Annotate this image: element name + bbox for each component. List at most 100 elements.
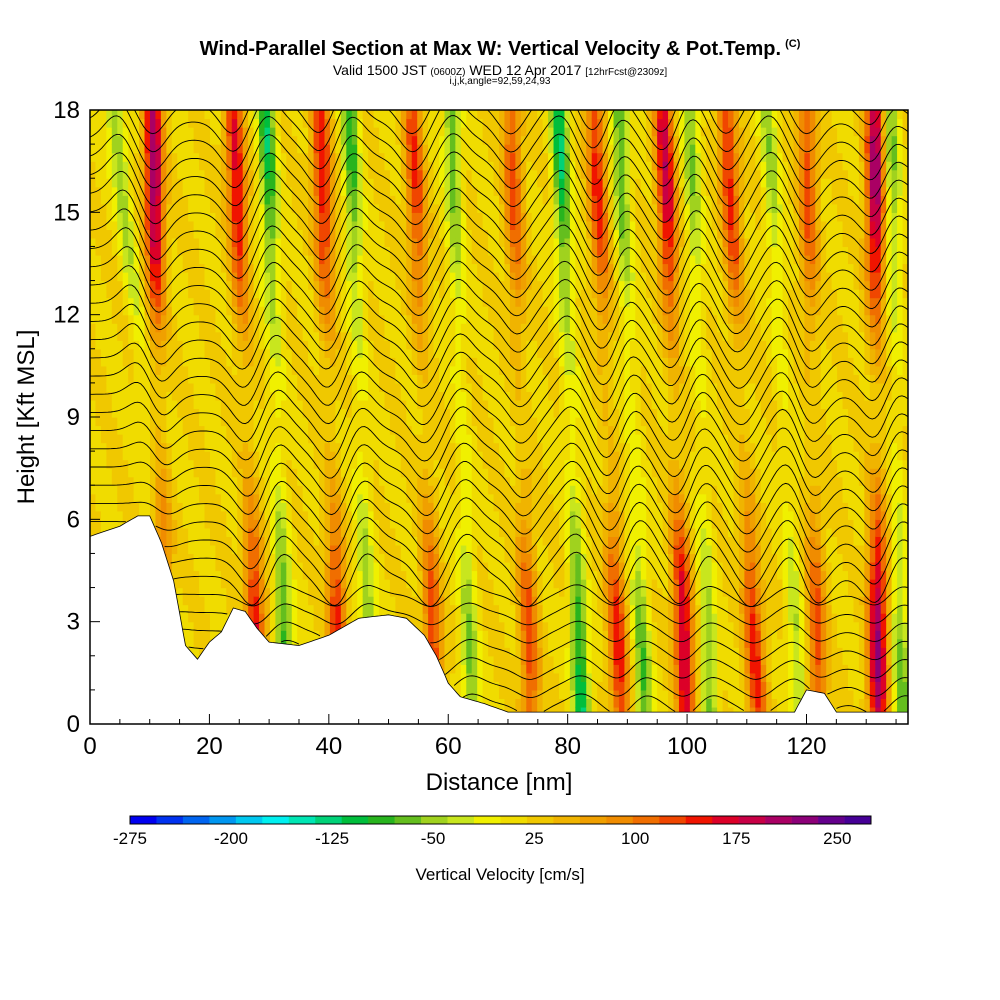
field-cell: [340, 587, 347, 597]
field-cell: [259, 613, 266, 623]
field-cell: [280, 442, 287, 452]
field-cell: [439, 203, 446, 213]
field-cell: [384, 425, 391, 435]
field-cell: [133, 272, 140, 282]
field-cell: [357, 314, 364, 324]
field-cell: [324, 110, 331, 120]
field-cell: [324, 604, 331, 614]
field-cell: [269, 110, 277, 120]
field-cell: [264, 510, 271, 520]
field-cell: [248, 519, 255, 529]
field-cell: [155, 220, 162, 230]
field-cell: [335, 161, 342, 171]
field-cell: [171, 263, 178, 273]
field-cell: [313, 451, 320, 461]
field-cell: [389, 178, 396, 188]
field-cell: [439, 348, 446, 358]
field-cell: [90, 314, 97, 324]
field-cell: [242, 596, 249, 606]
field-cell: [389, 340, 396, 350]
field-cell: [406, 468, 413, 478]
field-cell: [389, 408, 396, 418]
field-cell: [193, 510, 200, 520]
field-cell: [329, 485, 336, 495]
field-cell: [248, 186, 255, 196]
field-cell: [373, 272, 380, 282]
field-cell: [308, 161, 315, 171]
field-cell: [106, 391, 113, 401]
field-cell: [182, 510, 189, 520]
field-cell: [319, 110, 326, 120]
field-cell: [395, 587, 402, 597]
field-cell: [395, 110, 402, 120]
field-cell: [400, 357, 407, 367]
field-cell: [275, 135, 282, 145]
field-cell: [340, 536, 347, 546]
field-cell: [248, 391, 255, 401]
field-cell: [122, 306, 129, 316]
field-cell: [95, 169, 102, 179]
field-cell: [269, 178, 277, 188]
field-cell: [90, 527, 97, 537]
field-cell: [466, 681, 473, 691]
field-cell: [384, 374, 391, 384]
field-cell: [384, 476, 391, 486]
field-cell: [106, 254, 113, 265]
field-cell: [231, 280, 238, 290]
field-cell: [199, 340, 206, 350]
field-cell: [264, 579, 271, 589]
field-cell: [428, 451, 435, 461]
field-cell: [209, 374, 217, 384]
field-cell: [433, 561, 440, 572]
field-cell: [297, 374, 304, 384]
field-cell: [275, 536, 282, 546]
field-cell: [237, 561, 244, 572]
field-cell: [297, 127, 304, 137]
field-cell: [149, 212, 157, 222]
field-cell: [324, 280, 331, 290]
field-cell: [199, 297, 206, 307]
field-cell: [335, 553, 342, 563]
field-cell: [324, 331, 331, 341]
field-cell: [139, 442, 146, 452]
field-cell: [329, 110, 336, 120]
field-cell: [106, 459, 113, 469]
field-cell: [400, 553, 407, 563]
field-cell: [308, 399, 315, 410]
field-cell: [149, 314, 157, 324]
field-cell: [384, 502, 391, 512]
field-cell: [340, 306, 347, 316]
field-cell: [389, 229, 396, 239]
field-cell: [411, 110, 418, 120]
field-cell: [368, 280, 375, 290]
field-cell: [215, 195, 222, 205]
field-cell: [335, 169, 342, 179]
field-cell: [199, 382, 206, 393]
field-cell: [291, 553, 298, 563]
field-cell: [100, 237, 107, 248]
field-cell: [280, 561, 287, 572]
field-cell: [149, 348, 157, 358]
field-cell: [449, 220, 456, 230]
field-cell: [259, 280, 266, 290]
field-cell: [291, 331, 298, 341]
field-cell: [209, 110, 217, 120]
field-cell: [433, 621, 440, 631]
field-cell: [400, 340, 407, 350]
field-cell: [324, 161, 331, 171]
field-cell: [362, 434, 369, 444]
field-cell: [362, 161, 369, 171]
field-cell: [100, 408, 107, 418]
field-cell: [139, 485, 146, 495]
field-cell: [379, 476, 386, 486]
field-cell: [193, 468, 200, 478]
field-cell: [368, 348, 375, 358]
field-cell: [117, 178, 124, 188]
field-cell: [444, 297, 451, 307]
field-cell: [149, 468, 157, 478]
field-cell: [395, 152, 402, 162]
field-cell: [324, 451, 331, 461]
field-cell: [373, 254, 380, 265]
field-cell: [231, 417, 238, 427]
field-cell: [215, 502, 222, 512]
